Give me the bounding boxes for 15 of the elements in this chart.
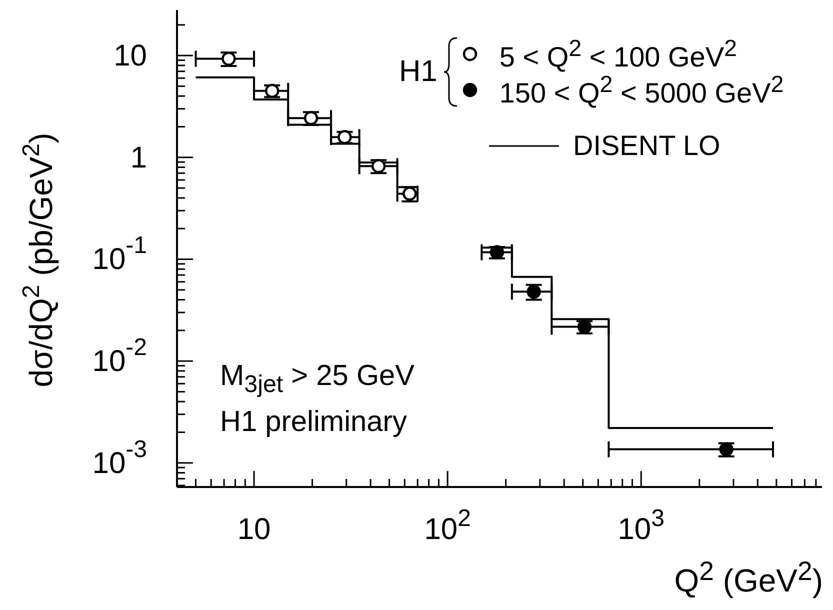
annotation: M$_{3jet}$ > 25 GeV [220,360,415,399]
x-tick-label: 10$^{3}$ [618,504,664,546]
x-tick-label: 10$^{2}$ [424,504,471,546]
annotation: H1 preliminary [220,406,407,439]
x-tick-label: 10 [237,513,271,546]
legend-label: 150 < Q$^{2}$ < 5000 GeV$^{2}$ [499,70,784,110]
y-tick-label: 10$^{-3}$ [92,436,147,480]
y-tick-label: 1 [130,140,147,174]
y-tick-label: 10 [114,39,147,72]
legend-title: H1 [399,55,438,89]
y-tick-label: 10$^{-1}$ [92,232,147,276]
legend-label: 5 < Q$^{2}$ < 100 GeV$^{2}$ [499,34,738,74]
x-axis-title: Q$^{2}$ (GeV$^{2}$) [674,556,823,600]
y-tick-label: 10$^{-2}$ [92,334,147,378]
legend-label: DISENT LO [573,130,720,162]
